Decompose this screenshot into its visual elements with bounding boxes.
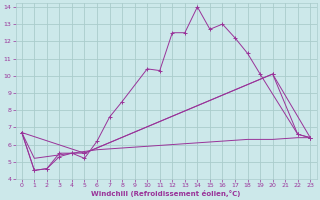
X-axis label: Windchill (Refroidissement éolien,°C): Windchill (Refroidissement éolien,°C) (91, 190, 241, 197)
